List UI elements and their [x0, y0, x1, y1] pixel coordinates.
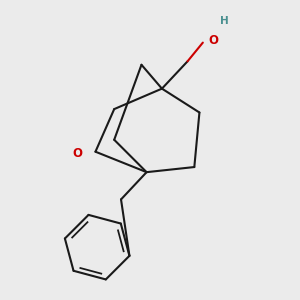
Text: H: H [220, 16, 229, 26]
Text: O: O [73, 147, 82, 160]
Text: O: O [208, 34, 218, 47]
